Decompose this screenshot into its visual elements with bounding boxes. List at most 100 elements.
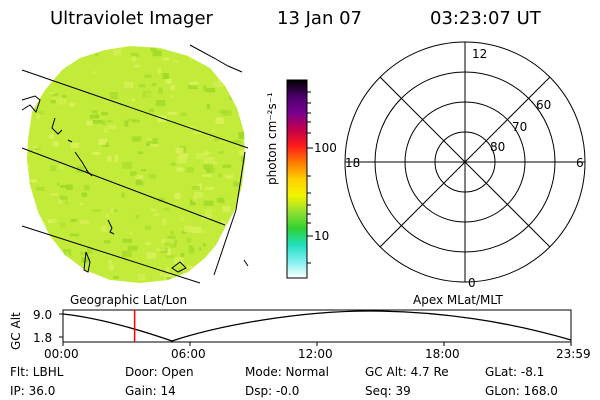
status-ip: IP: 36.0 [10, 384, 56, 398]
earth-texture-patch [65, 252, 69, 259]
earth-texture-patch [114, 263, 123, 266]
earth-texture-patch [52, 140, 60, 147]
earth-texture-patch [193, 131, 202, 134]
status-filter: Flt: LBHL [10, 365, 64, 379]
earth-texture-patch [209, 137, 214, 141]
earth-texture-patch [195, 62, 200, 69]
earth-texture-patch [210, 168, 215, 173]
earth-texture-patch [176, 157, 187, 164]
status-glat: GLat: -8.1 [485, 365, 545, 379]
earth-texture-patch [174, 257, 184, 264]
earth-texture-patch [44, 98, 53, 104]
altitude-x-tick-label: 18:00 [425, 347, 460, 361]
earth-texture-patch [191, 186, 201, 190]
earth-texture-patch [206, 157, 215, 164]
earth-texture-patch [225, 174, 234, 179]
earth-texture-patch [92, 120, 103, 124]
earth-texture-patch [218, 267, 224, 273]
earth-texture-patch [207, 275, 217, 279]
right-panel-caption: Apex MLat/MLT [413, 293, 503, 307]
earth-texture-patch [157, 197, 165, 203]
earth-texture-patch [209, 257, 216, 261]
earth-texture-patch [146, 143, 150, 147]
earth-texture-patch [186, 146, 191, 150]
earth-texture-patch [60, 228, 67, 236]
earth-texture-patch [145, 92, 156, 97]
earth-texture-patch [69, 51, 76, 56]
earth-texture-patch [194, 192, 204, 198]
earth-texture-patch [152, 273, 160, 276]
earth-texture-patch [48, 133, 54, 139]
earth-texture-patch [86, 46, 96, 53]
colorbar-tick-label-100: 100 [314, 141, 337, 155]
status-gc-alt: GC Alt: 4.7 Re [365, 365, 449, 379]
earth-texture-patch [213, 161, 218, 165]
earth-texture-patch [127, 245, 138, 251]
earth-texture-patch [217, 235, 226, 242]
earth-texture-patch [96, 209, 106, 215]
earth-texture-patch [223, 138, 232, 145]
earth-texture-patch [186, 167, 194, 173]
earth-texture-patch [113, 208, 119, 213]
instrument-title: Ultraviolet Imager [50, 8, 213, 29]
earth-texture-patch [236, 53, 241, 60]
earth-texture-patch [46, 271, 54, 276]
earth-texture-patch [129, 103, 135, 108]
earth-texture-patch [102, 120, 106, 125]
earth-texture-patch [150, 213, 160, 217]
earth-texture-patch [35, 254, 44, 259]
status-glon: GLon: 168.0 [485, 384, 558, 398]
status-seq: Seq: 39 [365, 384, 411, 398]
earth-texture-patch [135, 175, 144, 182]
earth-texture-patch [62, 62, 68, 69]
earth-texture-patch [206, 104, 210, 110]
earth-texture-patch [89, 204, 94, 209]
earth-texture-patch [226, 103, 234, 106]
earth-texture-patch [103, 218, 110, 221]
earth-texture-patch [221, 252, 231, 260]
earth-texture-patch [71, 218, 77, 222]
earth-texture-patch [190, 56, 194, 61]
polar-label-mlt-6: 6 [576, 156, 584, 170]
earth-texture-patch [146, 252, 156, 259]
earth-texture-patch [55, 72, 61, 75]
earth-texture-patch [131, 136, 142, 141]
earth-texture-patch [109, 264, 114, 271]
earth-texture-patch [58, 198, 63, 204]
colorbar-ticks [307, 91, 313, 264]
status-mode: Mode: Normal [245, 365, 329, 379]
earth-texture-patch [80, 251, 89, 256]
earth-texture-patch [95, 53, 99, 57]
earth-texture-patch [158, 87, 164, 94]
earth-texture-patch [145, 137, 153, 141]
earth-texture-patch [207, 75, 214, 82]
earth-texture-patch [150, 208, 156, 212]
polar-label-mlt-12: 12 [472, 47, 488, 61]
earth-texture-patch [214, 174, 218, 178]
earth-texture-patch [227, 250, 236, 255]
earth-texture-patch [43, 67, 50, 75]
earth-texture-patch [206, 167, 216, 174]
earth-texture-patch [205, 187, 214, 190]
earth-texture-patch [139, 196, 144, 203]
earth-texture-patch [170, 244, 176, 248]
earth-texture-patch [148, 174, 156, 179]
polar-label-lat-70: 70 [512, 120, 528, 134]
earth-texture-patch [87, 246, 94, 254]
earth-texture-patch [238, 131, 245, 139]
earth-texture-patch [71, 101, 80, 105]
earth-texture-patch [196, 168, 204, 173]
earth-texture-patch [152, 138, 158, 145]
earth-texture-patch [141, 169, 147, 172]
earth-texture-patch [36, 186, 45, 191]
earth-texture-patch [185, 176, 191, 181]
earth-texture-patch [163, 222, 173, 228]
earth-texture-patch [188, 245, 195, 251]
earth-texture-patch [59, 56, 66, 61]
earth-texture-patch [80, 98, 88, 104]
earth-texture-patch [113, 49, 122, 56]
earth-texture-patch [166, 216, 173, 221]
earth-texture-patch [172, 197, 181, 204]
earth-texture-patch [57, 182, 61, 186]
